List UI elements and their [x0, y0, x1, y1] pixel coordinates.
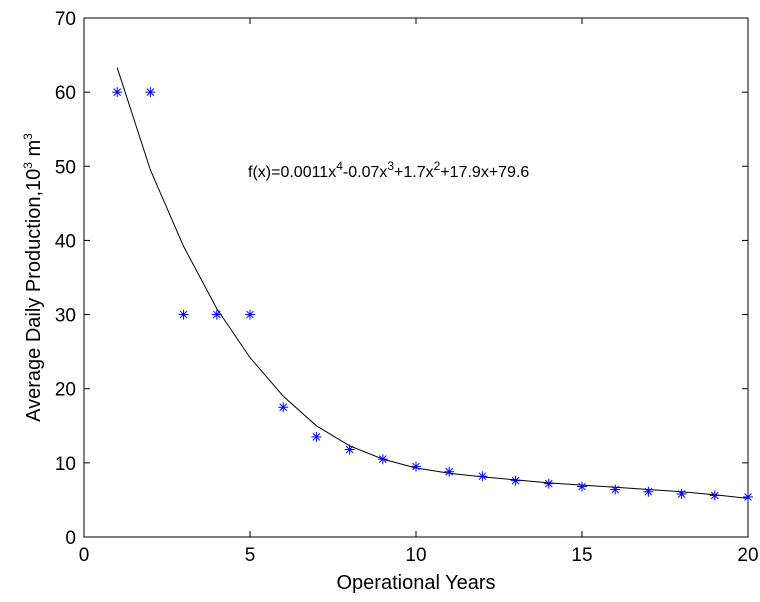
data-points	[112, 87, 753, 502]
y-tick-labels: 0 10 20 30 40 50 60 70	[55, 9, 76, 549]
data-point	[610, 484, 621, 495]
x-axis-label: Operational Years	[336, 572, 495, 594]
y-tick-label: 60	[55, 83, 76, 104]
plot-frame	[83, 17, 749, 538]
data-point	[145, 87, 156, 98]
data-point	[344, 444, 355, 455]
data-point	[311, 431, 322, 442]
data-point	[643, 486, 654, 497]
y-tick-label: 30	[55, 306, 76, 327]
data-point	[543, 478, 554, 489]
data-point	[178, 309, 189, 320]
y-tick-label: 10	[55, 454, 76, 475]
fit-equation: f(x)=0.0011x4-0.07x3+1.7x2+17.9x+79.6	[248, 159, 529, 181]
y-tick-label: 50	[55, 157, 76, 178]
x-tick-label: 0	[79, 545, 90, 566]
y-tick-label: 20	[55, 380, 76, 401]
data-point	[411, 461, 421, 472]
x-tick-label: 15	[571, 545, 592, 566]
y-tick-label: 70	[55, 9, 76, 30]
x-tick-label: 20	[737, 545, 758, 566]
data-point	[743, 491, 753, 502]
data-point	[278, 402, 289, 413]
data-point	[444, 466, 455, 477]
axis-ticks	[83, 17, 749, 538]
y-tick-label: 0	[65, 528, 76, 549]
x-tick-labels: 0 5 10 15 20	[79, 545, 759, 566]
data-point	[211, 309, 222, 320]
data-point	[112, 87, 123, 98]
y-tick-label: 40	[55, 231, 76, 252]
x-tick-label: 10	[405, 545, 426, 566]
data-point	[510, 475, 521, 486]
data-point	[709, 490, 720, 501]
data-point	[577, 481, 587, 492]
data-point	[477, 471, 488, 482]
y-axis-label: Average Daily Production,103 m3	[21, 133, 45, 422]
data-point	[245, 309, 255, 320]
x-tick-label: 5	[245, 545, 256, 566]
data-point	[377, 454, 388, 465]
fit-curve	[116, 67, 749, 499]
data-point	[676, 488, 687, 499]
